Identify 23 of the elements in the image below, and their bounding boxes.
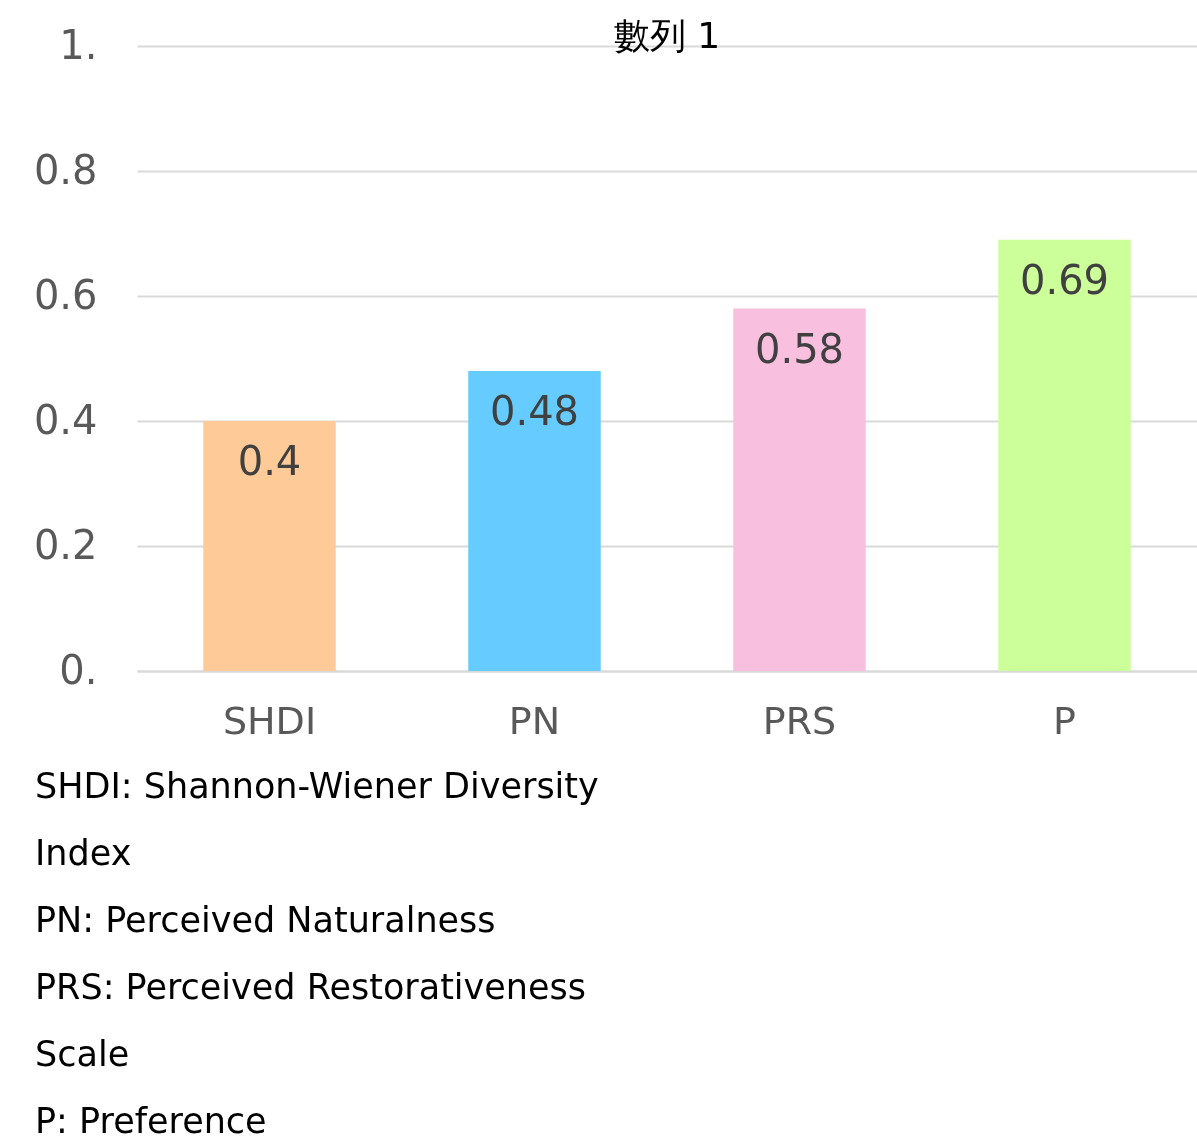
y-tick-label: 0.2 (33, 521, 98, 568)
data-label: 0.48 (489, 388, 580, 434)
text: PRS: Perceived Restorativeness Scale (35, 966, 588, 1076)
bar (998, 239, 1131, 671)
x-tick-label: P (1053, 698, 1076, 743)
y-tick-label: 1. (59, 21, 98, 68)
y-tick-label: 0.6 (33, 271, 98, 318)
text: P: Preference (35, 1100, 268, 1136)
bar (733, 308, 866, 671)
bar (468, 371, 601, 671)
x-tick-label: SHDI (222, 698, 317, 743)
data-label: 0.58 (754, 325, 845, 372)
data-label: 0.4 (237, 438, 302, 484)
y-tick-label: 0. (59, 646, 98, 693)
chart-title: 數列 1 (613, 15, 721, 56)
data-label: 0.69 (1019, 256, 1110, 303)
y-tick-label: 0.8 (33, 146, 98, 193)
x-tick-label: PRS (762, 698, 837, 743)
x-tick-label: PN (508, 698, 561, 743)
y-tick-label: 0.4 (33, 396, 98, 443)
bar (203, 421, 336, 671)
text: PN: Perceived Naturalness (35, 899, 497, 942)
text: SHDI: Shannon-Wiener Diversity Index (35, 765, 600, 875)
